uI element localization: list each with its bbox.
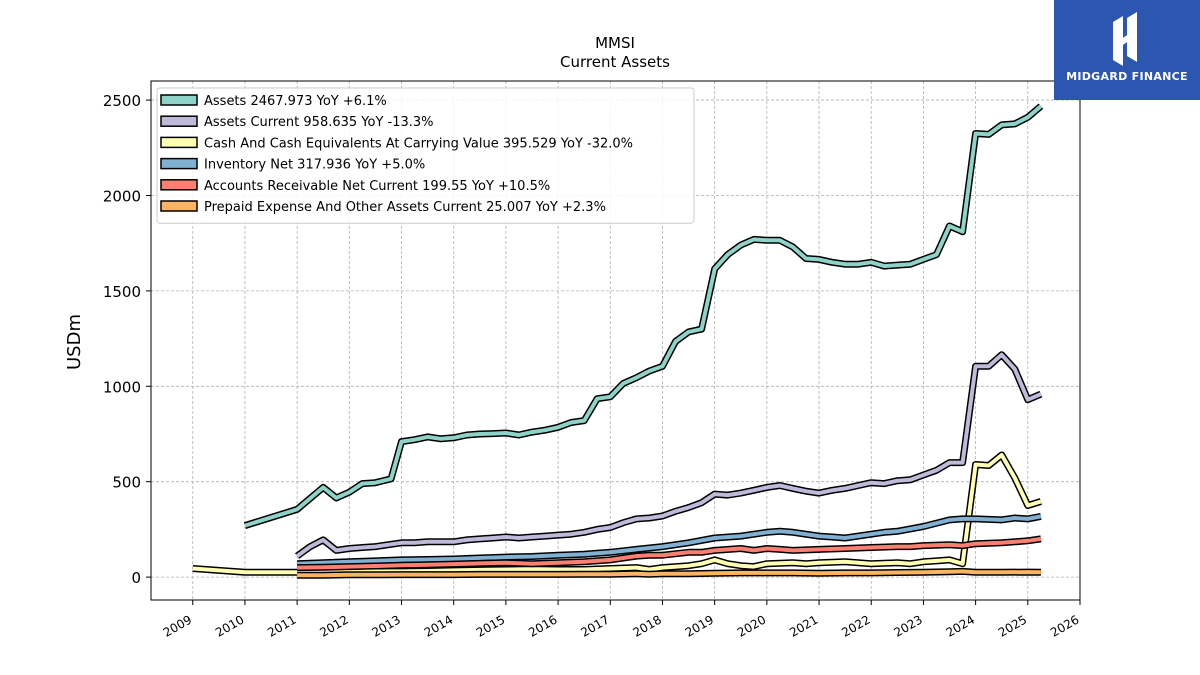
- plot-frame: [150, 80, 1081, 601]
- y-tick-label: 1000: [103, 378, 141, 396]
- series-line-4: [297, 536, 1042, 570]
- legend-label-5: Prepaid Expense And Other Assets Current…: [204, 200, 606, 215]
- midgard-logo-icon: [1113, 12, 1137, 66]
- chart-subtitle: Current Assets: [560, 53, 670, 71]
- y-axis: 0 500 1000 1500 2000 2500: [103, 92, 151, 587]
- brand-logo: MIDGARD FINANCE: [1054, 0, 1200, 100]
- x-tick-label: 2017: [578, 612, 611, 639]
- y-tick-label: 2000: [103, 187, 141, 205]
- x-tick-label: 2021: [787, 612, 820, 639]
- legend-swatch-4: [160, 179, 198, 191]
- legend-label-2: Cash And Cash Equivalents At Carrying Va…: [204, 136, 633, 151]
- legend-label-3: Inventory Net 317.936 YoY +5.0%: [204, 158, 425, 173]
- series-line-3: [297, 514, 1042, 566]
- x-tick-label: 2022: [839, 612, 872, 639]
- legend-swatch-1: [160, 115, 198, 127]
- x-tick-label: 2026: [1048, 612, 1081, 639]
- x-tick-label: 2015: [474, 612, 507, 639]
- x-tick-label: 2012: [317, 612, 350, 639]
- series-line-5: [297, 569, 1041, 578]
- legend-label-0: Assets 2467.973 YoY +6.1%: [204, 94, 387, 109]
- legend-box: [156, 87, 695, 224]
- chart-title: MMSI: [595, 34, 635, 52]
- x-tick-label: 2009: [161, 612, 194, 639]
- legend-swatch-5: [160, 200, 198, 212]
- y-tick-label: 500: [112, 474, 141, 492]
- x-tick-label: 2024: [944, 612, 977, 639]
- x-axis: 2009 2010 2011 2012 2013 2014 2015 2016 2017 2018…: [161, 600, 1082, 640]
- y-axis-label: USDm: [64, 314, 85, 370]
- x-tick-label: 2019: [683, 612, 716, 639]
- x-tick-label: 2010: [213, 612, 246, 639]
- x-tick-label: 2023: [891, 612, 924, 639]
- legend-swatch-2: [160, 136, 198, 149]
- legend-swatch-3: [160, 157, 198, 170]
- y-tick-label: 2500: [103, 92, 141, 110]
- y-tick-label: 0: [131, 569, 141, 587]
- x-tick-label: 2014: [422, 612, 455, 639]
- x-tick-label: 2016: [526, 612, 559, 639]
- x-tick-label: 2018: [631, 612, 664, 639]
- legend-label-4: Accounts Receivable Net Current 199.55 Y…: [204, 179, 550, 194]
- legend-swatch-0: [160, 94, 198, 106]
- x-tick-label: 2011: [265, 612, 298, 639]
- x-tick-label: 2020: [735, 612, 768, 639]
- series-layer: [192, 103, 1044, 579]
- series-line-0: [244, 104, 1043, 528]
- series-line-1: [295, 352, 1042, 558]
- brand-name: MIDGARD FINANCE: [1066, 70, 1188, 83]
- x-tick-label: 2025: [996, 612, 1029, 639]
- legend-label-1: Assets Current 958.635 YoY -13.3%: [204, 115, 434, 130]
- legend: Assets 2467.973 YoY +6.1% Assets Current …: [156, 87, 695, 224]
- x-tick-label: 2013: [370, 612, 403, 639]
- y-tick-label: 1500: [103, 283, 141, 301]
